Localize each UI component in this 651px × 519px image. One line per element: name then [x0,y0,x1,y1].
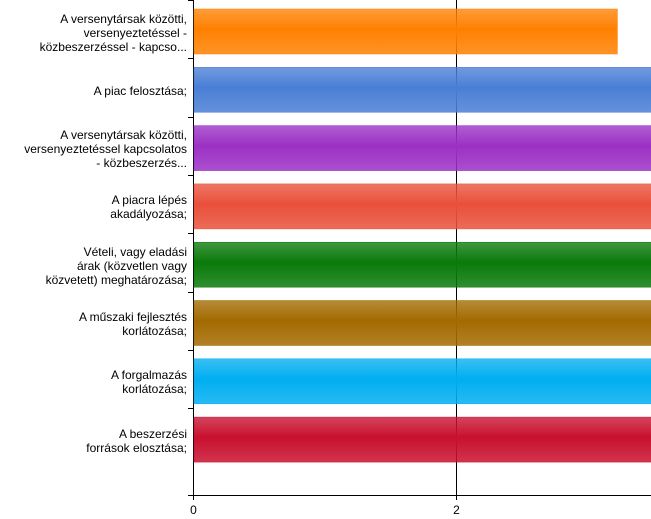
category-label-line: közbeszerzéssel - kapcso... [39,39,187,54]
category-label: A piac felosztása; [0,84,187,98]
category-label-line: A forgalmazás [110,368,187,383]
category-label: Vételi, vagy eladási árak (közvetlen vagy… [0,245,187,287]
category-label-line: akadályozása; [110,207,187,222]
category-label: A piacra lépés akadályozása; [0,193,187,221]
category-label: A versenytársak közötti, versenyeztetésse… [0,12,187,54]
category-label-line: A versenytársak közötti, [60,11,187,26]
bar [193,8,618,55]
category-label-line: árak (közvetlen vagy [76,258,187,273]
x-tick-label: 2 [453,503,460,517]
category-label: A műszaki fejlesztés korlátozása; [0,310,187,338]
category-label: A beszerzési források elosztása; [0,427,187,455]
category-label-line: A beszerzési [118,426,187,441]
bar [193,241,651,288]
category-label-line: A műszaki fejlesztés [78,310,187,324]
category-label-line: közvetett) meghatározása; [45,272,187,287]
category-label-line: korlátozása; [122,324,187,338]
bar [193,183,651,230]
category-label-line: A versenytársak közötti, [60,128,187,143]
bar [193,300,651,346]
x-tick-label: 0 [190,503,197,517]
category-label-line: Vételi, vagy eladási [83,244,187,259]
category-label-line: források elosztása; [86,440,187,455]
bar [193,67,651,113]
category-label-line: korlátozása; [122,382,187,397]
category-label-line: A piac felosztása; [93,83,187,98]
category-label-line: versenyeztetéssel - [83,25,187,40]
category-label-line: versenyeztetéssel kapcsolatos [24,142,187,157]
bar [193,125,651,171]
category-label-line: A piacra lépés [111,193,187,208]
category-label-line: - közbeszerzés... [96,156,187,171]
bar [193,358,651,405]
category-label: A forgalmazás korlátozása; [0,368,187,396]
category-label: A versenytársak közötti, versenyeztetésse… [0,128,187,170]
bar [193,416,651,463]
